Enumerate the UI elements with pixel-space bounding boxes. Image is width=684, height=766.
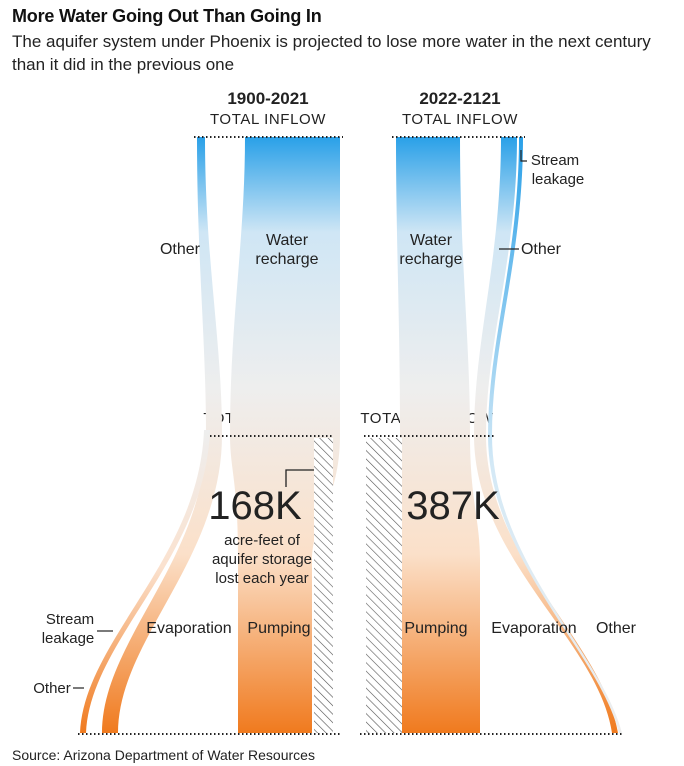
storage-lost-value-left: 168K	[208, 484, 302, 528]
outflow-label-other-left: Other	[33, 680, 71, 697]
flow-band-water-recharge-left	[230, 137, 340, 733]
inflow-label-other-right: Other	[521, 241, 562, 258]
outflow-label-stream-leakage-left: Stream	[46, 611, 94, 628]
storage-lost-leader-left	[285, 469, 314, 487]
period-label-2022-2121: 2022-2121	[419, 89, 500, 108]
storage-lost-caption: acre-feet of	[224, 532, 301, 549]
storage-lost-value-right: 387K	[406, 484, 500, 528]
source-note: Source: Arizona Department of Water Reso…	[12, 747, 315, 763]
outflow-label-stream-leakage-left: leakage	[42, 630, 95, 647]
outflow-label-evaporation-right: Evaporation	[491, 620, 576, 637]
inflow-label-water-recharge-right: recharge	[399, 251, 462, 268]
outflow-label-pumping-left: Pumping	[247, 620, 310, 637]
leader-stream-leakage-right	[520, 150, 527, 162]
inflow-label-water-recharge-right: Water	[410, 232, 453, 249]
storage-lost-hatch-right	[366, 438, 402, 733]
inflow-label-other-left: Other	[160, 241, 201, 258]
storage-lost-hatch-left	[314, 438, 333, 733]
period-label-1900-2021: 1900-2021	[227, 89, 308, 108]
flow-band-other-outflow	[80, 430, 210, 733]
flow-band-water-recharge-right	[396, 137, 480, 733]
total-inflow-label-left: TOTAL INFLOW	[210, 111, 326, 128]
inflow-label-water-recharge-left: Water	[266, 232, 309, 249]
chart-subtitle: The aquifer system under Phoenix is proj…	[12, 32, 651, 74]
inflow-label-water-recharge-left: recharge	[255, 251, 318, 268]
inflow-label-stream-leakage-right: leakage	[532, 171, 585, 188]
flow-band-stream-leakage-right	[488, 137, 622, 733]
chart-title: More Water Going Out Than Going In	[12, 6, 322, 26]
outflow-label-evaporation-left: Evaporation	[146, 620, 231, 637]
total-inflow-label-right: TOTAL INFLOW	[402, 111, 518, 128]
storage-lost-caption: aquifer storage	[212, 551, 312, 568]
inflow-label-stream-leakage-right: Stream	[531, 152, 579, 169]
flow-band-other-inflow-right	[474, 137, 618, 733]
outflow-label-other-right: Other	[596, 620, 637, 637]
outflow-label-pumping-right: Pumping	[404, 620, 467, 637]
storage-lost-caption: lost each year	[215, 570, 308, 587]
